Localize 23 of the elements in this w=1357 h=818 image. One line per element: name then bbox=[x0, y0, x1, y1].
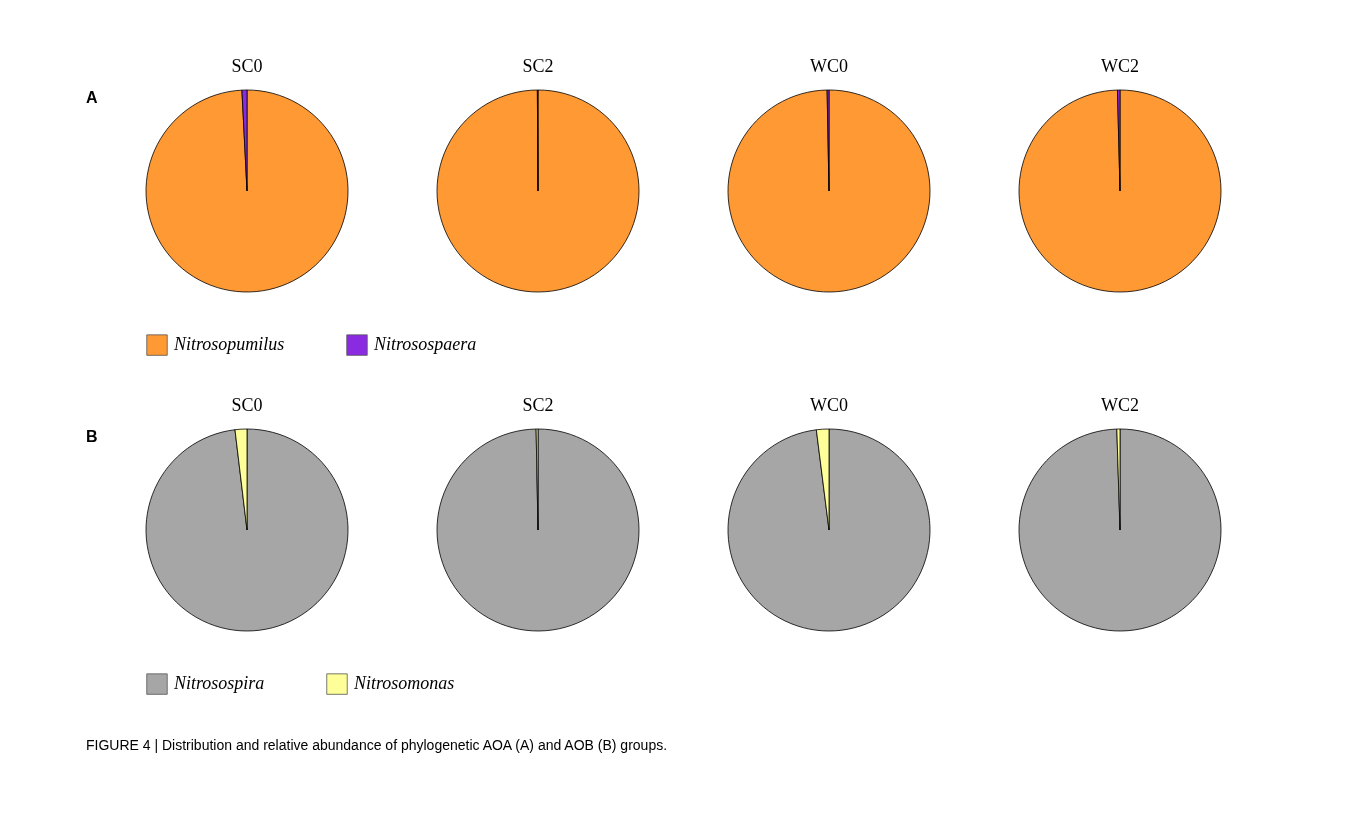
legend-label: Nitrosospira bbox=[173, 673, 265, 694]
text: A bbox=[86, 89, 98, 106]
chart-title: SC0 bbox=[231, 395, 263, 416]
chart-title: SC2 bbox=[522, 56, 554, 77]
chart-title: WC0 bbox=[810, 56, 848, 77]
pie-slice bbox=[145, 89, 349, 293]
pie-slice bbox=[1018, 428, 1222, 632]
pie-slice bbox=[727, 89, 931, 293]
chart-title: WC2 bbox=[1101, 56, 1139, 77]
chart-title: SC2 bbox=[522, 395, 554, 416]
chart-title: SC0 bbox=[231, 56, 263, 77]
pie-slice bbox=[1018, 89, 1222, 293]
pie-slice bbox=[145, 428, 349, 632]
caption: FIGURE 4 | Distribution and relative abundance of phylogenetic AOA (A) and AOB (B) groups. bbox=[86, 737, 668, 753]
legend-label: Nitrosomonas bbox=[353, 673, 455, 694]
text: B bbox=[86, 428, 98, 445]
legend-label: Nitrosospaera bbox=[373, 334, 477, 355]
pie-slice bbox=[436, 89, 640, 293]
legend-label: Nitrosopumilus bbox=[173, 334, 285, 355]
pie-slice bbox=[436, 428, 640, 632]
chart-title: WC2 bbox=[1101, 395, 1139, 416]
pie-slice bbox=[727, 428, 931, 632]
chart-title: WC0 bbox=[810, 395, 848, 416]
